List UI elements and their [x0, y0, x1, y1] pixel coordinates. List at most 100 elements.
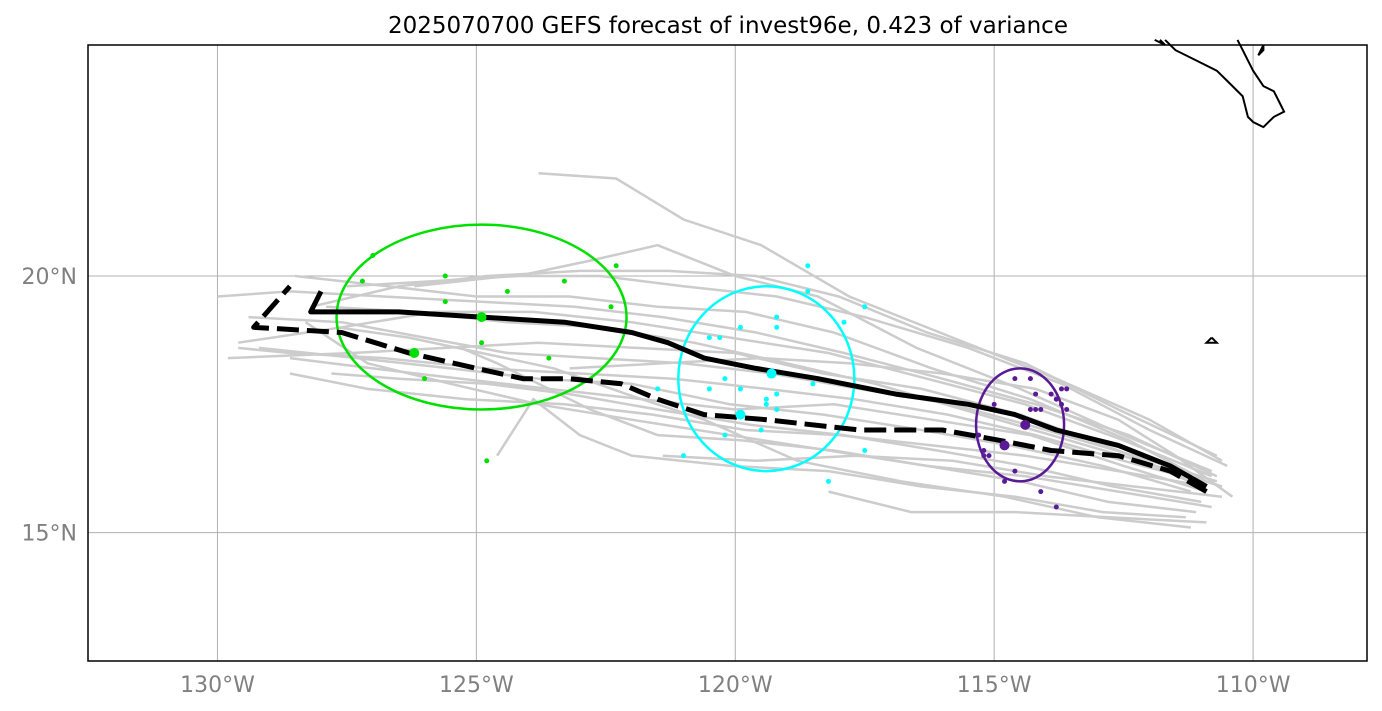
cluster-point [484, 458, 490, 464]
cluster-points [359, 252, 1070, 510]
cluster-point [737, 386, 743, 392]
cluster-mean-point [766, 368, 777, 379]
cluster-ellipses [335, 223, 1066, 483]
cluster-point [805, 263, 811, 269]
x-tick-label: 125°W [439, 673, 514, 698]
cluster-point [758, 427, 764, 433]
y-tick-label: 20°N [22, 265, 77, 290]
cluster-point [680, 453, 686, 459]
coastline [1204, 336, 1220, 344]
cluster-point [442, 273, 448, 279]
ensemble-track [538, 172, 1223, 462]
cluster-point [706, 335, 712, 341]
y-tick-label: 15°N [22, 522, 77, 547]
cluster-point [359, 278, 365, 284]
cluster-alt-mean-point [409, 348, 420, 358]
coastline [1154, 39, 1166, 46]
cluster-point [546, 355, 552, 361]
cluster-point [1058, 386, 1064, 392]
cluster-ellipse [974, 367, 1066, 483]
cluster-point [774, 314, 780, 320]
axis-tick-labels: 130°W 125°W 120°W 115°W 110°W 20°N 15°N [22, 265, 1291, 698]
cluster-point [608, 304, 614, 310]
cluster-point [1033, 391, 1039, 397]
ensemble-track [569, 356, 1234, 498]
mean-track-solid [308, 290, 1208, 489]
cluster-point [613, 263, 619, 269]
plot-frame [87, 44, 1368, 662]
cluster-point [1064, 386, 1070, 392]
cluster-point [862, 448, 868, 454]
cluster-point [810, 381, 816, 387]
ensemble-track [289, 372, 1207, 488]
ensemble-track [217, 290, 1218, 478]
ensemble-track [248, 315, 1218, 483]
ensemble-tracks [217, 172, 1234, 529]
cluster-point [825, 478, 831, 484]
coastlines [1154, 39, 1286, 344]
cluster-point [1064, 406, 1070, 412]
x-tick-label: 115°W [957, 673, 1032, 698]
cluster-ellipse [677, 285, 856, 473]
cluster-point [805, 288, 811, 294]
cluster-point [841, 319, 847, 325]
coastline [1257, 44, 1265, 57]
cluster-point [1012, 468, 1018, 474]
cluster-point [1053, 504, 1059, 510]
cluster-point [1033, 406, 1039, 412]
cluster-point [763, 401, 769, 407]
cluster-point [763, 396, 769, 402]
cluster-point [976, 432, 982, 438]
cluster-mean-point [476, 312, 487, 323]
cluster-point [370, 252, 376, 258]
cluster-point [991, 401, 997, 407]
x-tick-label: 130°W [180, 673, 255, 698]
cluster-point [774, 391, 780, 397]
x-tick-label: 120°W [698, 673, 773, 698]
ensemble-track [828, 490, 1207, 524]
ensemble-track [238, 310, 1213, 478]
ensemble-track [258, 346, 1192, 493]
cluster-point [442, 299, 448, 305]
cluster-means [409, 312, 1031, 451]
cluster-point [986, 453, 992, 459]
mean-tracks [251, 284, 1208, 494]
cluster-point [774, 324, 780, 330]
x-tick-label: 110°W [1216, 673, 1291, 698]
cluster-point [1048, 391, 1054, 397]
cluster-mean-point [1020, 419, 1031, 430]
cluster-point [717, 335, 723, 341]
coastline [1164, 39, 1286, 129]
cluster-point [706, 386, 712, 392]
cluster-point [1012, 376, 1018, 382]
ensemble-track [496, 397, 1186, 519]
cluster-point [1027, 406, 1033, 412]
ensemble-track [238, 346, 1202, 483]
mean-track-dashed [251, 284, 1208, 494]
cluster-point [479, 340, 485, 346]
ensemble-track [336, 326, 1192, 529]
cluster-point [1058, 401, 1064, 407]
ensemble-track [310, 269, 1218, 457]
cluster-point [1038, 406, 1044, 412]
cluster-point [737, 324, 743, 330]
cluster-point [1002, 478, 1008, 484]
cluster-point [655, 386, 661, 392]
ensemble-track [331, 372, 1202, 504]
cluster-point [981, 453, 987, 459]
cluster-point [981, 448, 987, 454]
cluster-point [774, 406, 780, 412]
cluster-point [722, 432, 728, 438]
cluster-point [862, 304, 868, 310]
cluster-point [504, 288, 510, 294]
cluster-alt-mean-point [735, 409, 746, 420]
cluster-point [1027, 376, 1033, 382]
cluster-alt-mean-point [999, 440, 1010, 451]
chart-title: 2025070700 GEFS forecast of invest96e, 0… [388, 13, 1068, 39]
cluster-ellipse [335, 223, 628, 411]
cluster-point [1038, 489, 1044, 495]
cluster-point [422, 376, 428, 382]
cluster-point [1053, 396, 1059, 402]
cluster-point [561, 278, 567, 284]
